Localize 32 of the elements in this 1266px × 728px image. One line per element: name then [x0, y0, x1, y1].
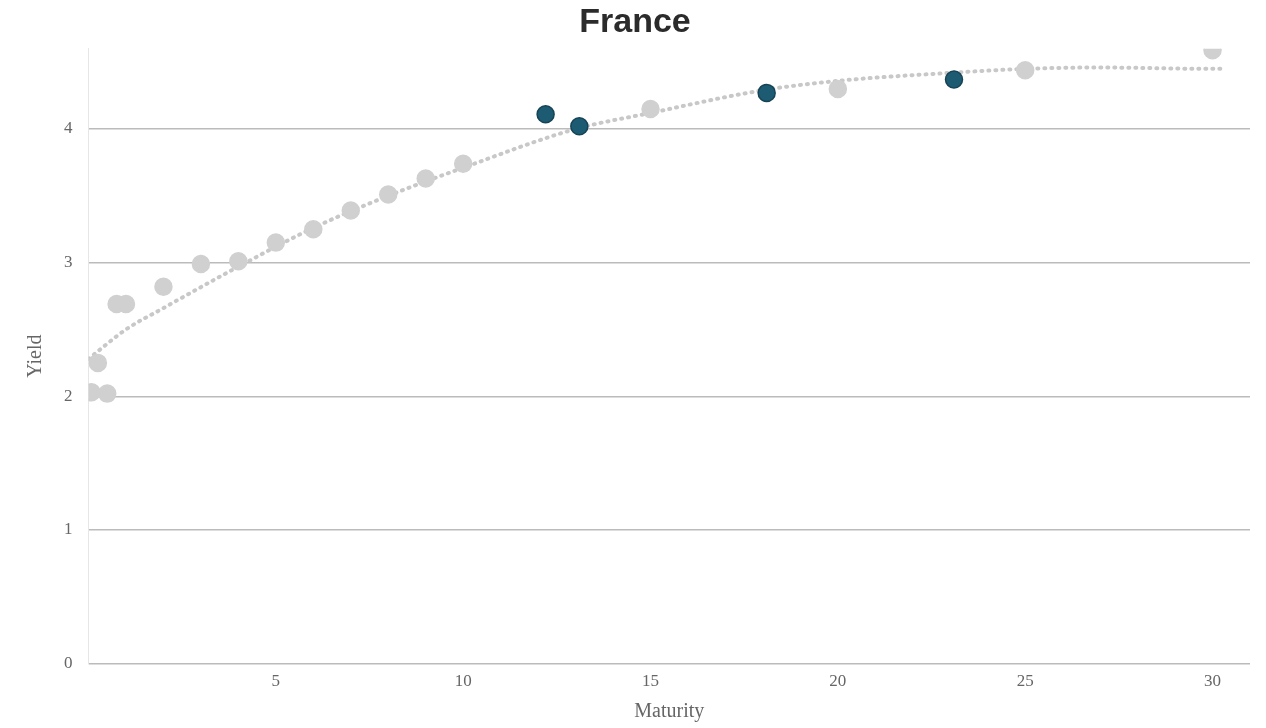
point	[378, 185, 398, 204]
x-tick-label: 25	[1016, 671, 1034, 691]
point	[453, 154, 473, 173]
point	[341, 201, 361, 220]
y-tick-label: 1	[64, 519, 73, 539]
point	[191, 254, 211, 274]
chart-title: France	[579, 0, 691, 39]
x-tick-label: 15	[642, 671, 660, 691]
x-tick-label: 20	[829, 671, 847, 691]
point	[1015, 60, 1035, 80]
point	[536, 105, 555, 124]
y-tick-label: 2	[64, 385, 73, 405]
point	[944, 70, 964, 89]
point	[757, 83, 776, 103]
x-tick-label: 10	[454, 671, 472, 691]
x-axis-title: Maturity	[634, 699, 705, 723]
y-axis-title: Yield	[23, 334, 46, 378]
point	[570, 117, 589, 136]
point	[154, 277, 173, 296]
point	[229, 252, 248, 271]
point	[641, 99, 660, 119]
y-tick-label: 4	[64, 118, 73, 138]
point	[416, 169, 435, 188]
point	[97, 384, 117, 403]
point	[304, 219, 323, 239]
x-tick-label: 30	[1204, 671, 1222, 691]
y-tick-label: 0	[64, 653, 73, 673]
point	[828, 79, 848, 99]
x-tick-label: 5	[271, 671, 281, 691]
y-tick-label: 3	[64, 252, 73, 272]
point	[266, 233, 286, 252]
point	[88, 353, 108, 373]
